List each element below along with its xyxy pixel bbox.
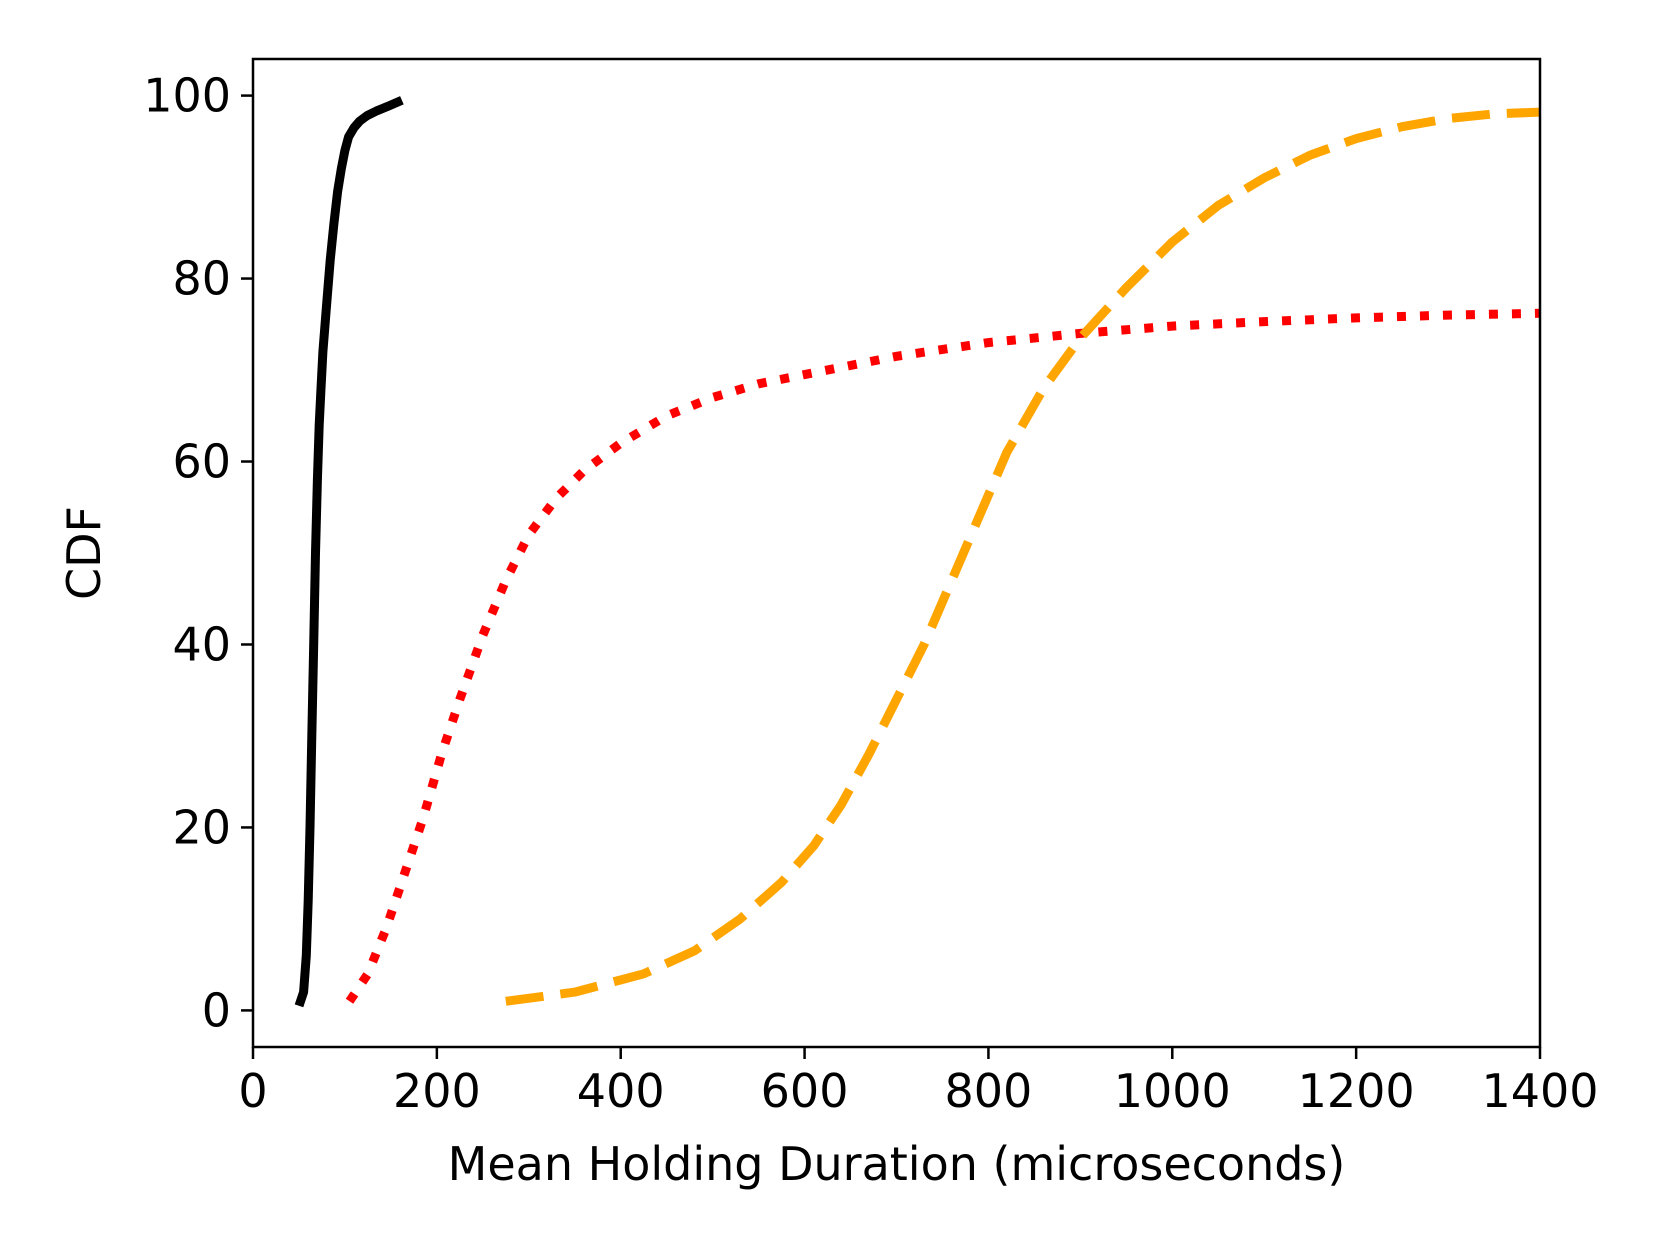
x-tick-label: 600 (761, 1064, 849, 1118)
series-line-black-solid (294, 96, 404, 1008)
x-tick-label: 800 (945, 1064, 1033, 1118)
y-tick-label: 40 (172, 617, 231, 671)
x-tick-label: 1400 (1481, 1064, 1598, 1118)
y-axis-ticks: 0 20 40 60 80 100 (143, 69, 253, 1037)
x-tick-label: 400 (577, 1064, 665, 1118)
series-line-red-dotted (345, 308, 1540, 1004)
y-tick-label: 80 (172, 252, 231, 306)
x-tick-label: 200 (393, 1064, 481, 1118)
y-tick-label: 100 (143, 69, 231, 123)
y-tick-label: 20 (172, 800, 231, 854)
x-axis-ticks: 0 200 400 600 800 1000 1200 1400 (238, 1047, 1599, 1118)
series-line-orange-dashed (505, 107, 1540, 1006)
y-tick-label: 0 (202, 983, 231, 1037)
x-tick-label: 1200 (1298, 1064, 1415, 1118)
x-axis-label: Mean Holding Duration (microseconds) (448, 1137, 1346, 1191)
y-axis-label: CDF (57, 506, 111, 600)
y-tick-label: 60 (172, 435, 231, 489)
plot-area (294, 96, 1540, 1008)
x-tick-label: 1000 (1114, 1064, 1231, 1118)
x-tick-label: 0 (238, 1064, 267, 1118)
axes-frame (251, 57, 1542, 1049)
